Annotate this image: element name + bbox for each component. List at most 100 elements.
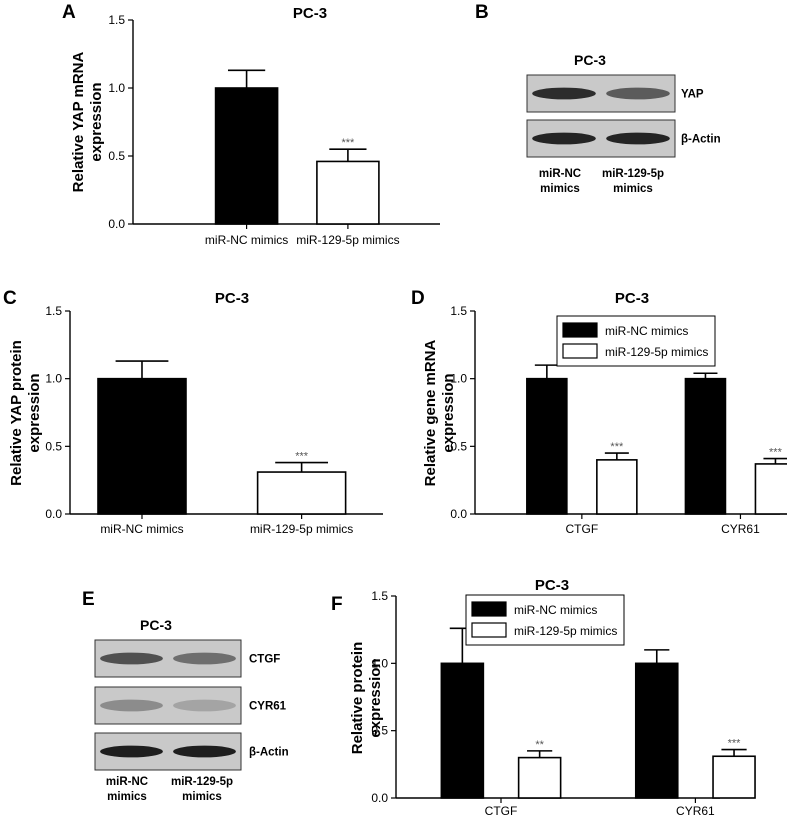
y-tick-label: 1.5 — [108, 13, 125, 27]
band-label: β-Actin — [249, 747, 289, 759]
legend-swatch — [471, 622, 507, 638]
lane-label: mimics — [613, 183, 653, 195]
y-axis-label-line: expression — [26, 373, 43, 452]
y-axis-label: Relative YAP proteinexpression — [8, 340, 43, 486]
blot-strip — [94, 686, 242, 725]
bar — [684, 377, 727, 515]
y-tick-label: 1.0 — [371, 656, 388, 670]
y-axis-label-line: Relative gene mRNA — [422, 339, 439, 486]
significance-label: *** — [769, 447, 783, 459]
band-label: β-Actin — [681, 134, 721, 146]
y-tick-label: 1.0 — [45, 372, 62, 386]
protein-band — [173, 745, 236, 758]
protein-band — [100, 745, 163, 758]
y-tick-label: 0.5 — [371, 724, 388, 738]
x-tick-label: miR-NC mimics — [100, 522, 183, 536]
legend-label: miR-129-5p mimics — [605, 345, 708, 359]
protein-band — [100, 652, 163, 665]
legend-label: miR-NC mimics — [514, 603, 597, 617]
y-axis-label-line: expression — [440, 373, 457, 452]
y-tick-label: 1.0 — [108, 81, 125, 95]
lane-label: miR-129-5p — [171, 776, 233, 788]
panel-b: B PC-3 YAP β-Actin miR-NC mimics miR-129-5p mim… — [475, 2, 721, 195]
protein-band — [606, 132, 670, 145]
x-tick-label: CYR61 — [721, 522, 760, 536]
significance-label: *** — [341, 137, 355, 149]
panel-letter: D — [411, 288, 425, 309]
lane-label: miR-129-5p — [602, 168, 664, 180]
chart-title: PC-3 — [615, 290, 649, 307]
lane-label: mimics — [182, 791, 222, 803]
y-axis-label-line: expression — [367, 658, 384, 737]
chart-title: PC-3 — [535, 577, 569, 594]
lane-label: miR-NC — [539, 168, 581, 180]
panel-letter: B — [475, 2, 489, 23]
bar — [634, 662, 679, 799]
legend-label: miR-NC mimics — [605, 324, 688, 338]
y-axis-label-line: Relative protein — [349, 642, 366, 755]
y-axis-label-line: Relative YAP mRNA — [70, 52, 87, 193]
band-label: YAP — [681, 89, 704, 101]
bar — [596, 459, 638, 515]
chart-title: PC-3 — [293, 5, 327, 22]
y-tick-label: 0.5 — [450, 439, 467, 453]
panel-letter: E — [82, 589, 95, 610]
panel-d: 0.0 0.5 1.0 1.5 PC-3 D Relative gene mRNAexpre… — [411, 288, 787, 536]
chart-title: PC-3 — [215, 290, 249, 307]
y-axis-label: Relative YAP mRNAexpression — [70, 52, 105, 193]
y-axis-label: Relative proteinexpression — [349, 642, 384, 755]
x-tick-label: miR-129-5p mimics — [296, 233, 399, 247]
panel-a: 0.0 0.5 1.0 1.5 PC-3 A Relative YAP mRNAexpres… — [62, 2, 440, 247]
band-label: CYR61 — [249, 701, 287, 713]
band-label: CTGF — [249, 654, 280, 666]
protein-band — [606, 87, 670, 100]
panel-c: 0.0 0.5 1.0 1.5 PC-3 C Relative YAP proteinexp… — [3, 288, 383, 536]
y-tick-label: 1.5 — [45, 304, 62, 318]
protein-band — [100, 699, 163, 712]
x-tick-label: CYR61 — [676, 804, 715, 818]
y-tick-label: 0.0 — [450, 507, 467, 521]
lane-label: mimics — [107, 791, 147, 803]
panel-f: 0.0 0.5 1.0 1.5 PC-3 F Relative proteinexpress… — [331, 577, 756, 818]
blot-title: PC-3 — [574, 52, 606, 68]
y-tick-label: 1.5 — [371, 589, 388, 603]
bar — [97, 377, 187, 515]
y-tick-label: 0.0 — [108, 217, 125, 231]
bar — [256, 471, 347, 515]
blot-title: PC-3 — [140, 617, 172, 633]
protein-band — [173, 652, 236, 665]
bar — [316, 160, 380, 225]
panel-letter: C — [3, 288, 17, 309]
y-axis-label-line: expression — [88, 82, 105, 161]
panel-e: E PC-3 CTGF CYR61 β-Actin miR-NC mimics miR-129… — [82, 589, 289, 803]
bar — [517, 756, 562, 799]
y-tick-label: 0.0 — [371, 791, 388, 805]
significance-label: *** — [728, 738, 742, 750]
legend-swatch — [562, 322, 598, 338]
protein-band — [532, 132, 596, 145]
x-tick-label: miR-129-5p mimics — [250, 522, 353, 536]
x-tick-label: CTGF — [566, 522, 599, 536]
legend-label: miR-129-5p mimics — [514, 624, 617, 638]
y-axis-label-line: Relative YAP protein — [8, 340, 25, 486]
y-tick-label: 0.5 — [108, 149, 125, 163]
y-tick-label: 1.0 — [450, 372, 467, 386]
lane-label: miR-NC — [106, 776, 148, 788]
significance-label: *** — [295, 451, 309, 463]
panel-letter: A — [62, 2, 76, 23]
y-tick-label: 0.5 — [45, 439, 62, 453]
panel-letter: F — [331, 594, 343, 615]
bar — [712, 755, 756, 799]
bar — [526, 377, 568, 515]
protein-band — [532, 87, 596, 100]
x-tick-label: CTGF — [485, 804, 518, 818]
lane-label: mimics — [540, 183, 580, 195]
bar — [440, 662, 485, 799]
y-axis-label: Relative gene mRNAexpression — [422, 339, 457, 486]
y-tick-label: 1.5 — [450, 304, 467, 318]
legend-swatch — [562, 343, 598, 359]
protein-band — [173, 699, 236, 712]
bar — [754, 463, 787, 515]
x-tick-label: miR-NC mimics — [205, 233, 288, 247]
